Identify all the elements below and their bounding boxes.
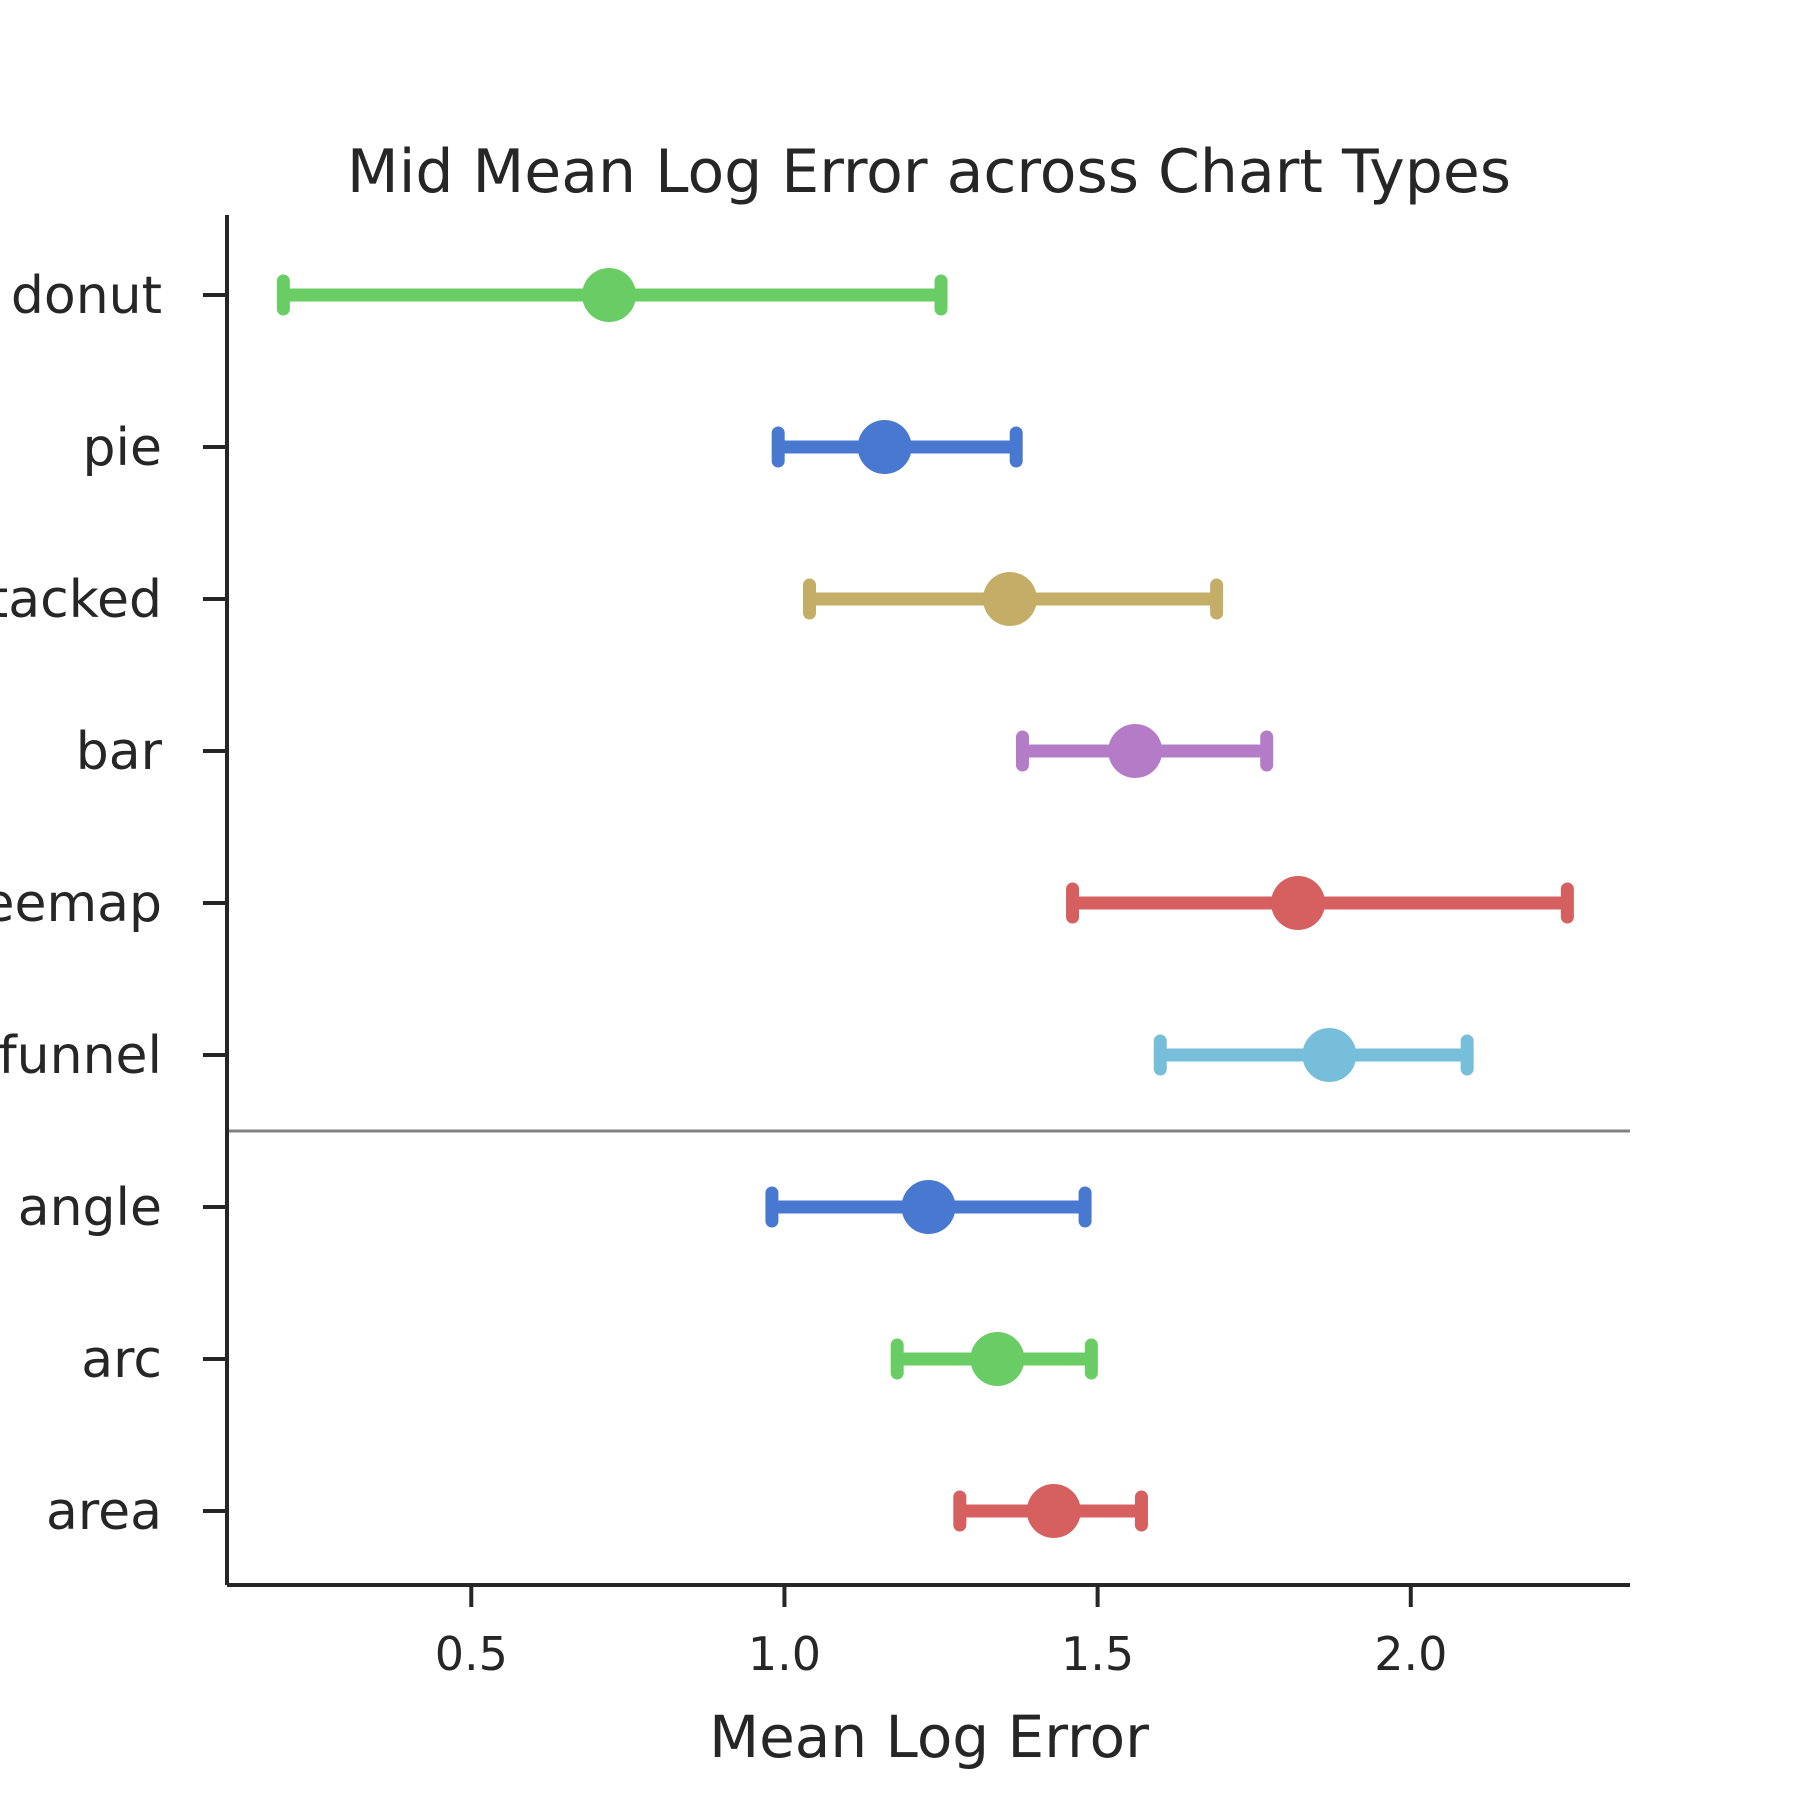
y-tick-label: tacked bbox=[0, 570, 162, 630]
data-point bbox=[982, 572, 1037, 626]
y-tick-label: angle bbox=[18, 1178, 162, 1238]
data-point bbox=[582, 268, 637, 322]
x-tick-label: 1.5 bbox=[1061, 1627, 1134, 1681]
x-axis-label: Mean Log Error bbox=[709, 1703, 1149, 1771]
y-tick-label: donut bbox=[11, 266, 162, 326]
data-point bbox=[1108, 724, 1163, 778]
x-tick-label: 2.0 bbox=[1374, 1627, 1447, 1681]
y-tick-label: pie bbox=[83, 418, 162, 478]
y-tick-label: bar bbox=[76, 722, 163, 782]
x-tick-label: 0.5 bbox=[435, 1627, 508, 1681]
y-tick-label: area bbox=[46, 1482, 162, 1542]
data-point bbox=[901, 1180, 956, 1234]
data-point bbox=[970, 1332, 1025, 1386]
chart-title: Mid Mean Log Error across Chart Types bbox=[347, 137, 1511, 207]
data-layer bbox=[276, 268, 1574, 1538]
x-tick-label: 1.0 bbox=[748, 1627, 821, 1681]
data-point bbox=[857, 420, 912, 474]
y-tick-label: eemap bbox=[0, 874, 162, 934]
data-point bbox=[1271, 876, 1326, 930]
y-tick-label: arc bbox=[81, 1330, 162, 1390]
data-point bbox=[1302, 1028, 1357, 1082]
data-point bbox=[1026, 1484, 1081, 1538]
y-tick-label: funnel bbox=[0, 1026, 162, 1086]
axes: 0.5 1.0 1.5 2.0 donut pie tacked bar eemap funnel… bbox=[0, 215, 1630, 1681]
